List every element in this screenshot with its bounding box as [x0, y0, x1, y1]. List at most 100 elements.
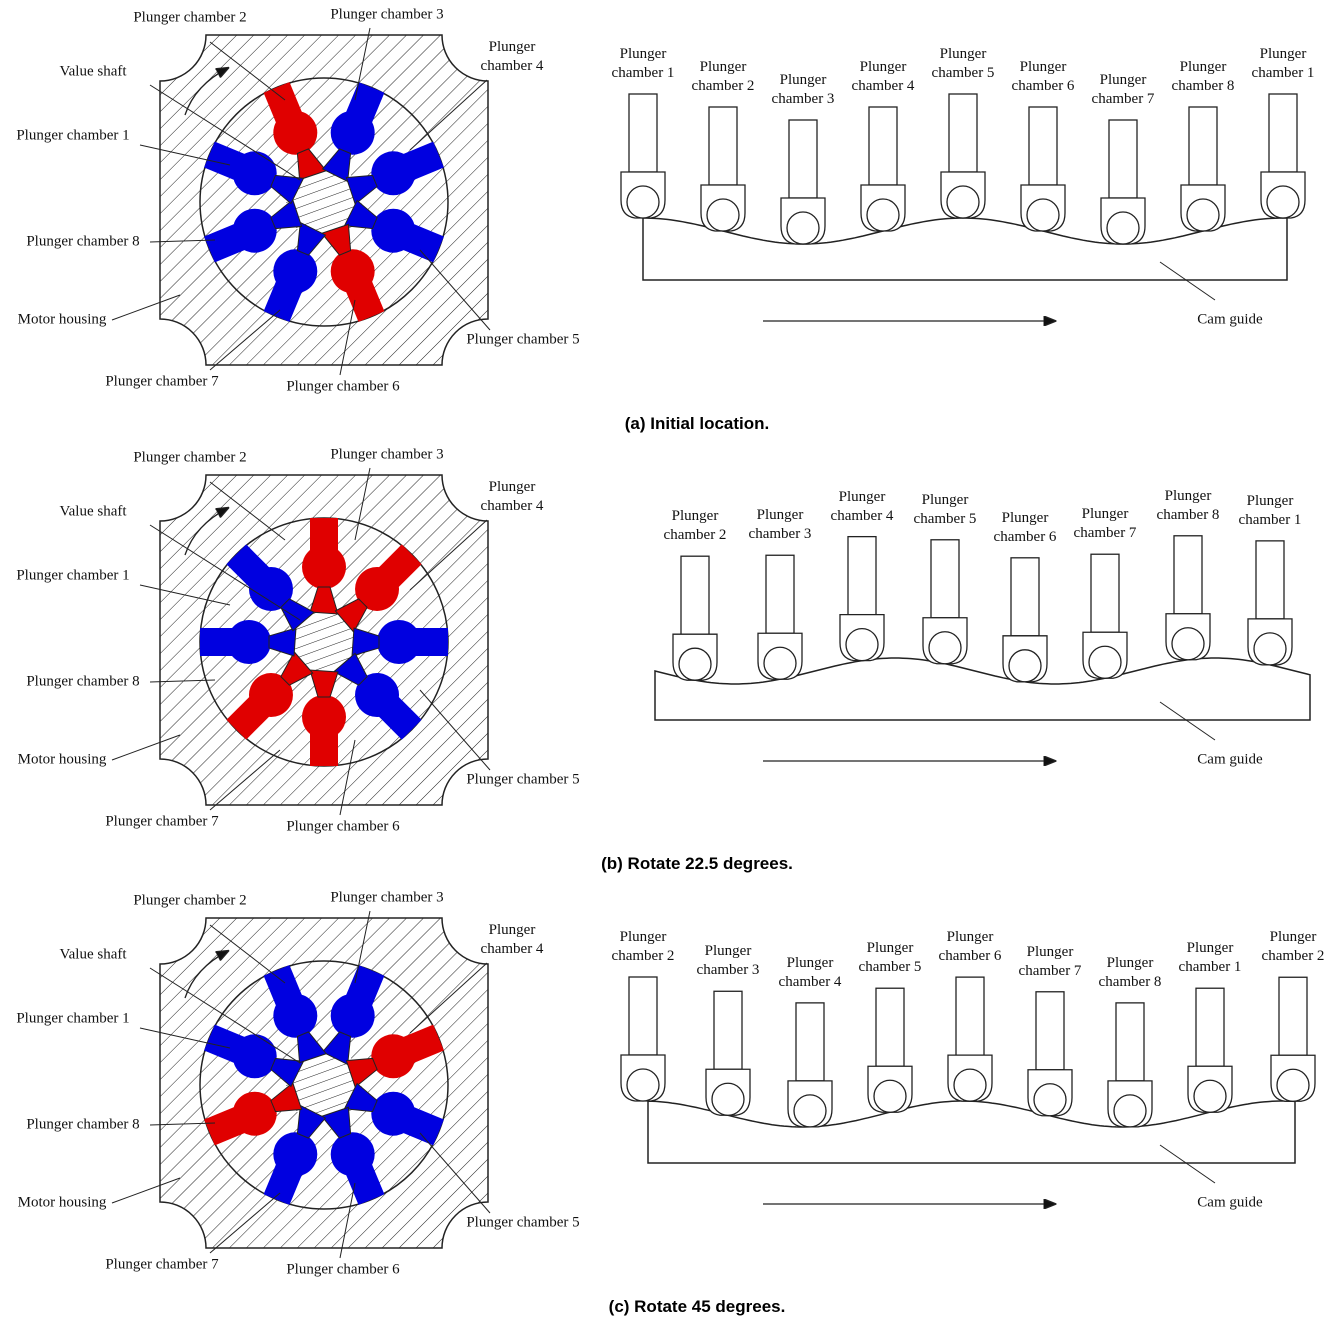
- plunger-rod: [1116, 1003, 1144, 1081]
- label: Cam guide: [1197, 311, 1262, 330]
- label: Plunger chamber 3: [330, 889, 443, 908]
- label: Plunger chamber 4: [843, 58, 923, 96]
- roller: [794, 1095, 826, 1127]
- plunger-rod: [1256, 541, 1284, 619]
- label: Plunger chamber 5: [466, 771, 579, 790]
- label: Plunger chamber 5: [905, 491, 985, 529]
- roller: [707, 199, 739, 231]
- roller: [1194, 1080, 1226, 1112]
- plunger-rod: [1189, 107, 1217, 185]
- roller: [787, 212, 819, 244]
- roller: [846, 629, 878, 661]
- figure: Plunger chamber 2Plunger chamber 3Plunge…: [0, 0, 1342, 1323]
- roller: [712, 1083, 744, 1115]
- label: Motor housing: [18, 751, 107, 770]
- label: Plunger chamber 4: [472, 478, 552, 516]
- label: Motor housing: [18, 1194, 107, 1213]
- label: Plunger chamber 3: [688, 942, 768, 980]
- label: Plunger chamber 4: [472, 921, 552, 959]
- roller: [1277, 1069, 1309, 1101]
- roller: [1089, 646, 1121, 678]
- plunger-rod: [681, 556, 709, 634]
- label: Plunger chamber 2: [683, 58, 763, 96]
- roller: [1114, 1095, 1146, 1127]
- label: Plunger chamber 5: [466, 331, 579, 350]
- label: Plunger chamber 5: [923, 45, 1003, 83]
- label: Plunger chamber 6: [286, 378, 399, 397]
- plunger-rod: [789, 120, 817, 198]
- roller: [867, 199, 899, 231]
- plunger-rod: [1036, 992, 1064, 1070]
- caption: (c) Rotate 45 degrees.: [609, 1297, 786, 1317]
- plunger-rod: [1109, 120, 1137, 198]
- cam-guide: [655, 658, 1310, 720]
- plunger-head: [377, 620, 421, 664]
- label: Plunger chamber 1: [16, 1010, 129, 1029]
- label: Plunger chamber 7: [1010, 943, 1090, 981]
- roller: [929, 632, 961, 664]
- label: Cam guide: [1197, 751, 1262, 770]
- label: Plunger chamber 2: [133, 892, 246, 911]
- plunger-rod: [1196, 988, 1224, 1066]
- plunger-rod: [1174, 536, 1202, 614]
- label: Plunger chamber 2: [603, 928, 683, 966]
- valve-shaft: [286, 164, 362, 240]
- label: Plunger chamber 7: [105, 813, 218, 832]
- plunger-rod: [949, 94, 977, 172]
- label: Plunger chamber 4: [770, 954, 850, 992]
- roller: [1172, 628, 1204, 660]
- plunger-rod: [714, 991, 742, 1069]
- plunger-rod: [869, 107, 897, 185]
- label: Motor housing: [18, 311, 107, 330]
- plunger-rod: [1091, 554, 1119, 632]
- plunger-rod: [629, 977, 657, 1055]
- label: Plunger chamber 1: [1230, 492, 1310, 530]
- label: Plunger chamber 3: [763, 71, 843, 109]
- label: Plunger chamber 6: [985, 509, 1065, 547]
- label: Plunger chamber 8: [26, 1116, 139, 1135]
- label: Plunger chamber 1: [603, 45, 683, 83]
- plunger-head: [302, 545, 346, 589]
- label: Plunger chamber 1: [1243, 45, 1323, 83]
- roller: [874, 1080, 906, 1112]
- label: Plunger chamber 2: [1253, 928, 1333, 966]
- label: Plunger chamber 3: [740, 506, 820, 544]
- roller: [679, 648, 711, 680]
- label: Plunger chamber 3: [330, 6, 443, 25]
- plunger-head: [302, 695, 346, 739]
- caption: (a) Initial location.: [625, 414, 770, 434]
- label: Plunger chamber 7: [1083, 71, 1163, 109]
- plunger-rod: [796, 1003, 824, 1081]
- roller: [627, 1069, 659, 1101]
- plunger-rod: [709, 107, 737, 185]
- plunger-head: [227, 620, 271, 664]
- label: Plunger chamber 1: [16, 127, 129, 146]
- label: Plunger chamber 7: [105, 373, 218, 392]
- roller: [1187, 199, 1219, 231]
- label: Plunger chamber 4: [822, 488, 902, 526]
- roller: [627, 186, 659, 218]
- label: Value shaft: [59, 63, 126, 82]
- label: Plunger chamber 6: [286, 1261, 399, 1280]
- caption: (b) Rotate 22.5 degrees.: [601, 854, 793, 874]
- plunger-rod: [876, 988, 904, 1066]
- label: Plunger chamber 8: [1148, 487, 1228, 525]
- plunger-rod: [1029, 107, 1057, 185]
- roller: [954, 1069, 986, 1101]
- label: Plunger chamber 6: [930, 928, 1010, 966]
- diagram: [0, 0, 1342, 1323]
- label: Plunger chamber 3: [330, 446, 443, 465]
- plunger-rod: [629, 94, 657, 172]
- label: Value shaft: [59, 946, 126, 965]
- label: Plunger chamber 8: [1090, 954, 1170, 992]
- roller: [1267, 186, 1299, 218]
- label: Plunger chamber 5: [466, 1214, 579, 1233]
- plunger-rod: [1269, 94, 1297, 172]
- plunger-rod: [1011, 558, 1039, 636]
- roller: [947, 186, 979, 218]
- label: Plunger chamber 8: [26, 673, 139, 692]
- label: Plunger chamber 6: [1003, 58, 1083, 96]
- plunger-rod: [956, 977, 984, 1055]
- label: Plunger chamber 6: [286, 818, 399, 837]
- label: Plunger chamber 5: [850, 939, 930, 977]
